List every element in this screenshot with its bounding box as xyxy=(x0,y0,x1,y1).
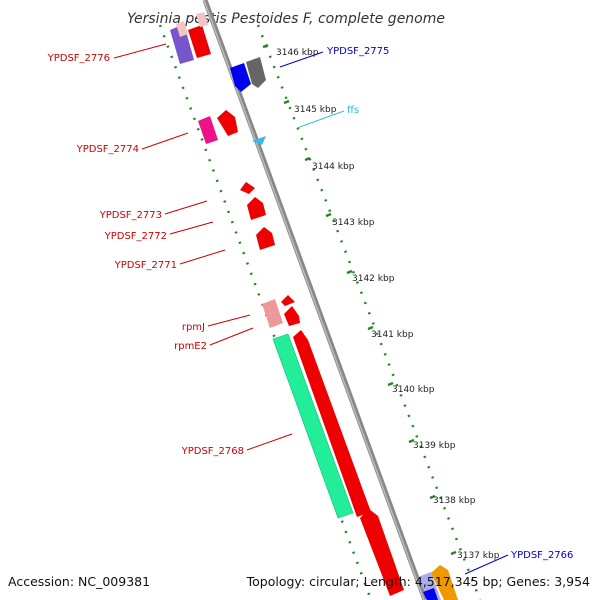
gene-ypdsf-2775 xyxy=(230,63,251,92)
gene-ypdsf-2776-block xyxy=(170,24,194,64)
label-leader-lines xyxy=(113,43,509,575)
gene-label-ypdsf-2771: YPDSF_2771 xyxy=(114,260,177,271)
gene-ypdsf-2766-orange xyxy=(431,565,458,600)
gene-label-rpmj: rpmJ xyxy=(182,322,205,333)
gene-labels: YPDSF_2776 YPDSF_2775 ffs YPDSF_2774 YPD… xyxy=(47,46,574,561)
kbp-label-3142: 3142 kbp xyxy=(352,274,395,284)
gene-label-ffs: ffs xyxy=(347,105,359,116)
gene-ypdsf-2766 xyxy=(423,588,438,600)
gene-label-rpme2: rpmE2 xyxy=(174,341,207,352)
gene-label-ypdsf-2774: YPDSF_2774 xyxy=(76,144,139,155)
gene-rpmj xyxy=(281,295,295,306)
gene-ypdsf-2774 xyxy=(217,110,238,136)
kbp-label-3141: 3141 kbp xyxy=(371,330,414,340)
gene-rpme2 xyxy=(284,306,300,326)
gene-ypdsf-2776-arrow xyxy=(188,25,211,58)
kbp-label-3144: 3144 kbp xyxy=(312,162,355,172)
genome-backbone xyxy=(202,0,428,600)
kbp-label-3138: 3138 kbp xyxy=(433,496,476,506)
accession-text: Accession: NC_009381 xyxy=(8,574,151,589)
gene-top-pale xyxy=(196,12,208,27)
gene-ypdsf-2775-neighbor xyxy=(246,57,266,88)
gene-rpmj-pale xyxy=(262,299,279,316)
gene-rpme2-pale xyxy=(266,311,283,328)
gene-label-ypdsf-2772: YPDSF_2772 xyxy=(104,231,167,242)
gene-label-ypdsf-2775: YPDSF_2775 xyxy=(326,46,389,57)
gene-ypdsf-2771 xyxy=(256,227,275,250)
gene-ypdsf-2768-green xyxy=(272,333,354,519)
kbp-label-3143: 3143 kbp xyxy=(332,218,375,228)
gene-ypdsf-2768 xyxy=(293,330,371,517)
gene-label-ypdsf-2773: YPDSF_2773 xyxy=(99,210,162,221)
kbp-label-3140: 3140 kbp xyxy=(392,385,435,395)
gene-features xyxy=(170,12,458,600)
outer-tick-ring xyxy=(256,24,482,600)
genome-title: Yersinia pestis Pestoides F, complete ge… xyxy=(127,11,445,27)
topology-text: Topology: circular; Length: 4,517,345 bp… xyxy=(246,574,590,589)
kbp-scale-labels: 3146 kbp 3145 kbp 3144 kbp 3143 kbp 3142… xyxy=(276,48,500,561)
gene-label-ypdsf-2776: YPDSF_2776 xyxy=(47,53,110,64)
gene-ypdsf-2776-pale xyxy=(176,21,188,37)
gene-label-ypdsf-2766: YPDSF_2766 xyxy=(510,550,573,561)
kbp-label-3145: 3145 kbp xyxy=(294,105,337,115)
kbp-label-3137: 3137 kbp xyxy=(457,551,500,561)
gene-ypdsf-2772 xyxy=(247,197,266,220)
gene-ffs xyxy=(252,136,266,145)
genome-backbone-highlight xyxy=(203,0,425,600)
gene-ypdsf-2774-pink xyxy=(198,116,218,144)
gene-label-ypdsf-2768: YPDSF_2768 xyxy=(181,446,244,457)
gene-ypdsf-2773 xyxy=(240,182,255,194)
kbp-major-ticks xyxy=(262,43,457,556)
gene-bottom-arrow xyxy=(360,509,404,596)
kbp-label-3146: 3146 kbp xyxy=(276,48,319,58)
kbp-label-3139: 3139 kbp xyxy=(413,441,456,451)
